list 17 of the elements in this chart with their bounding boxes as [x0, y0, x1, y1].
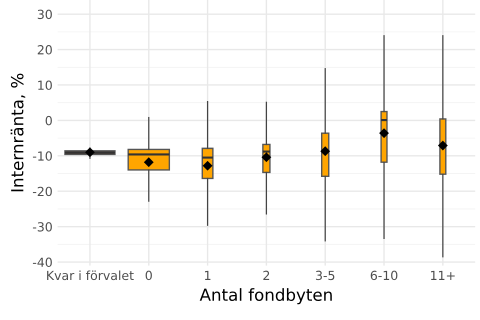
x-tick-label: 2 — [263, 270, 270, 280]
x-tick-label: 3-5 — [316, 270, 334, 280]
y-tick-label: -30 — [32, 222, 52, 232]
y-tick-label: 10 — [38, 80, 52, 90]
y-tick-label: -40 — [32, 258, 52, 267]
x-tick-label: 1 — [204, 270, 210, 280]
y-tick-label: 20 — [38, 45, 52, 55]
y-tick-label: 30 — [38, 10, 52, 20]
x-tick-label: 6-10 — [370, 270, 398, 280]
x-tick-label: Kvar i förvalet — [47, 270, 134, 280]
x-tick-label: 0 — [146, 270, 152, 280]
x-tick-label: 11+ — [431, 270, 455, 280]
y-axis-title: Internränta, % — [10, 74, 26, 192]
x-axis-title: Antal fondbyten — [200, 288, 332, 304]
y-tick-label: -10 — [32, 151, 52, 161]
y-tick-label: -20 — [32, 186, 52, 196]
y-tick-label: 0 — [46, 116, 52, 126]
